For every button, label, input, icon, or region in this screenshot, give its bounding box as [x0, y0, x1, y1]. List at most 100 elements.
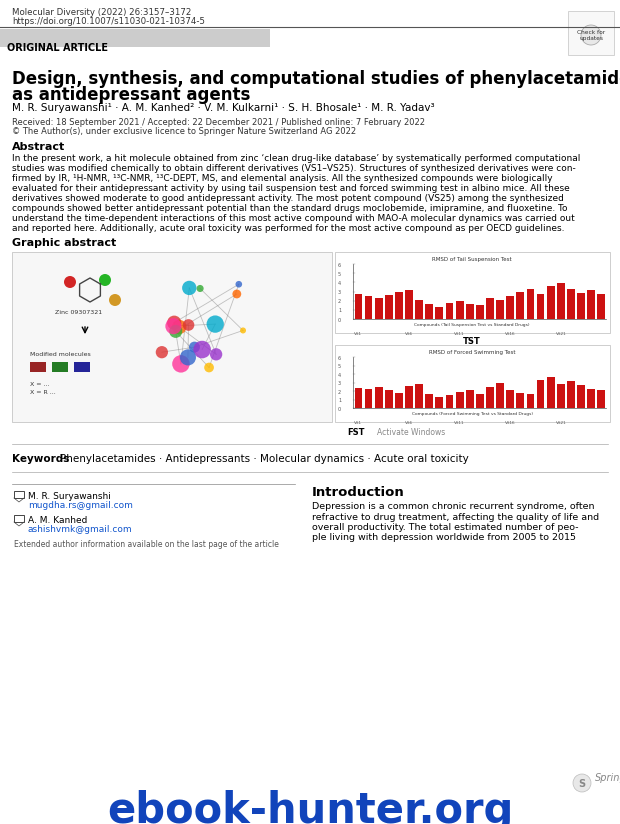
Bar: [385, 295, 392, 319]
Bar: [415, 300, 423, 319]
Text: 6: 6: [338, 355, 341, 361]
Circle shape: [197, 285, 203, 292]
Text: Compounds (Forced Swimming Test vs Standard Drugs): Compounds (Forced Swimming Test vs Stand…: [412, 412, 533, 416]
Bar: [547, 377, 554, 408]
Text: RMSD of Tail Suspension Test: RMSD of Tail Suspension Test: [432, 257, 512, 262]
Circle shape: [232, 289, 241, 298]
Bar: [335, 252, 610, 333]
Bar: [516, 393, 525, 408]
Bar: [577, 385, 585, 408]
Bar: [374, 386, 383, 408]
Bar: [568, 11, 614, 55]
Text: VS16: VS16: [505, 332, 515, 336]
Bar: [355, 387, 362, 408]
Text: VS6: VS6: [405, 332, 413, 336]
Text: Introduction: Introduction: [312, 486, 405, 499]
Text: X = R ...: X = R ...: [30, 390, 56, 395]
Bar: [567, 288, 575, 319]
Circle shape: [156, 346, 168, 358]
Text: 1: 1: [338, 398, 341, 403]
Text: VS21: VS21: [556, 421, 566, 425]
Bar: [466, 303, 474, 319]
Bar: [466, 390, 474, 408]
Text: M. R. Suryawanshi¹ · A. M. Kanhed² · V. M. Kulkarni¹ · S. H. Bhosale¹ · M. R. Ya: M. R. Suryawanshi¹ · A. M. Kanhed² · V. …: [12, 103, 435, 113]
Text: © The Author(s), under exclusive licence to Springer Nature Switzerland AG 2022: © The Author(s), under exclusive licence…: [12, 127, 356, 136]
Text: mugdha.rs@gmail.com: mugdha.rs@gmail.com: [28, 501, 133, 510]
Bar: [496, 300, 504, 319]
Bar: [425, 394, 433, 408]
Bar: [52, 362, 68, 372]
Bar: [335, 345, 610, 422]
Text: Activate Windows: Activate Windows: [377, 428, 445, 437]
Text: VS1: VS1: [355, 421, 363, 425]
Bar: [598, 294, 605, 319]
Text: 3: 3: [338, 381, 341, 386]
Circle shape: [204, 363, 214, 372]
Bar: [557, 283, 565, 319]
Bar: [526, 288, 534, 319]
Bar: [476, 394, 484, 408]
Bar: [496, 382, 504, 408]
Bar: [557, 383, 565, 408]
Text: 5: 5: [338, 272, 341, 277]
Bar: [435, 307, 443, 319]
Bar: [547, 286, 554, 319]
Circle shape: [166, 318, 182, 335]
Bar: [526, 394, 534, 408]
Bar: [587, 389, 595, 408]
Text: 6: 6: [338, 263, 341, 268]
Bar: [14, 515, 24, 522]
Bar: [435, 397, 443, 408]
Text: Compounds (Tail Suspension Test vs Standard Drugs): Compounds (Tail Suspension Test vs Stand…: [414, 323, 529, 327]
Text: studies was modified chemically to obtain different derivatives (VS1–VS25). Stru: studies was modified chemically to obtai…: [12, 164, 576, 173]
Bar: [507, 296, 514, 319]
Bar: [456, 391, 464, 408]
Text: RMSD of Forced Swimming Test: RMSD of Forced Swimming Test: [429, 350, 515, 355]
Circle shape: [172, 355, 190, 372]
Text: Depression is a common chronic recurrent syndrome, often: Depression is a common chronic recurrent…: [312, 502, 595, 511]
Text: Design, synthesis, and computational studies of phenylacetamides: Design, synthesis, and computational stu…: [12, 70, 620, 88]
Text: In the present work, a hit molecule obtained from zinc ‘clean drug-like database: In the present work, a hit molecule obta…: [12, 154, 580, 163]
Bar: [507, 390, 514, 408]
Bar: [425, 303, 433, 319]
Circle shape: [180, 349, 196, 366]
Text: 5: 5: [338, 364, 341, 369]
Circle shape: [240, 327, 246, 334]
Text: Graphic abstract: Graphic abstract: [12, 238, 117, 248]
Text: Extended author information available on the last page of the article: Extended author information available on…: [14, 540, 279, 549]
Text: Springer: Springer: [595, 773, 620, 783]
Bar: [567, 382, 575, 408]
Text: FST: FST: [347, 428, 365, 437]
Text: Phenylacetamides · Antidepressants · Molecular dynamics · Acute oral toxicity: Phenylacetamides · Antidepressants · Mol…: [60, 454, 469, 464]
Bar: [476, 305, 484, 319]
Bar: [456, 302, 464, 319]
Text: 0: 0: [338, 317, 341, 322]
Text: 4: 4: [338, 281, 341, 286]
Text: 4: 4: [338, 372, 341, 377]
Bar: [415, 383, 423, 408]
Bar: [537, 380, 544, 408]
Text: Keywords: Keywords: [12, 454, 77, 464]
Bar: [74, 362, 90, 372]
Text: VS21: VS21: [556, 332, 566, 336]
Text: https://doi.org/10.1007/s11030-021-10374-5: https://doi.org/10.1007/s11030-021-10374…: [12, 17, 205, 26]
Text: Molecular Diversity (2022) 26:3157–3172: Molecular Diversity (2022) 26:3157–3172: [12, 8, 192, 17]
Text: firmed by IR, ¹H-NMR, ¹³C-NMR, ¹³C-DEPT, MS, and elemental analysis. All the syn: firmed by IR, ¹H-NMR, ¹³C-NMR, ¹³C-DEPT,…: [12, 174, 552, 183]
Circle shape: [169, 325, 182, 338]
Text: compounds showed better antidepressant potential than the standard drugs moclobe: compounds showed better antidepressant p…: [12, 204, 567, 213]
Text: ple living with depression worldwide from 2005 to 2015: ple living with depression worldwide fro…: [312, 533, 576, 542]
Bar: [405, 290, 413, 319]
Text: VS1: VS1: [355, 332, 363, 336]
Text: VS16: VS16: [505, 421, 515, 425]
Text: 1: 1: [338, 308, 341, 313]
Text: ebook-hunter.org: ebook-hunter.org: [107, 790, 513, 824]
Bar: [405, 386, 413, 408]
Text: M. R. Suryawanshi: M. R. Suryawanshi: [28, 492, 111, 501]
Bar: [0, 29, 270, 47]
Bar: [486, 298, 494, 319]
Text: A. M. Kanhed: A. M. Kanhed: [28, 516, 87, 525]
Bar: [14, 491, 24, 498]
Text: evaluated for their antidepressant activity by using tail suspension test and fo: evaluated for their antidepressant activ…: [12, 184, 570, 193]
Text: TST: TST: [463, 337, 481, 346]
Circle shape: [182, 281, 197, 295]
